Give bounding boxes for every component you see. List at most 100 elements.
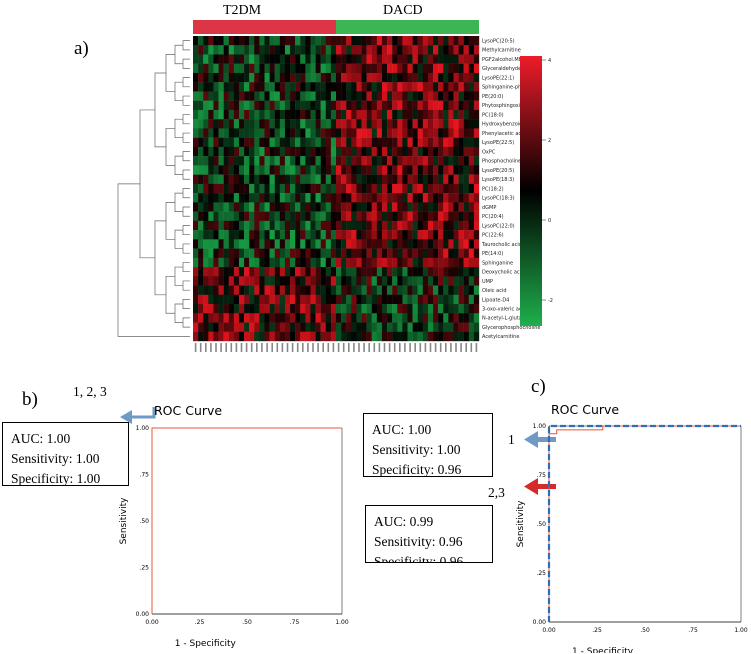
heatmap-cell — [351, 267, 357, 277]
heatmap-cell — [341, 165, 347, 175]
row-label: LysoPC(22:0) — [482, 223, 515, 229]
heatmap-cell — [259, 183, 265, 194]
heatmap-cell — [468, 72, 475, 83]
heatmap-cell — [351, 36, 357, 46]
heatmap-cell — [295, 211, 301, 222]
heatmap-cell — [203, 45, 209, 55]
heatmap-cell — [238, 91, 245, 101]
heatmap-cell — [218, 174, 224, 185]
heatmap-cell — [193, 100, 199, 111]
heatmap-cell — [341, 239, 347, 249]
heatmap-cell — [213, 211, 219, 222]
heatmap-cell — [254, 54, 260, 64]
heatmap-cell — [284, 276, 291, 286]
heatmap-cell — [295, 91, 301, 101]
heatmap-cell — [336, 183, 342, 194]
heatmap-cell — [264, 211, 270, 222]
heatmap-cell — [422, 220, 429, 231]
heatmap-cell — [366, 165, 372, 175]
heatmap-cell — [284, 36, 291, 46]
heatmap-cell — [341, 146, 347, 157]
heatmap-cell — [433, 230, 439, 240]
heatmap-cell — [448, 294, 454, 305]
heatmap-cell — [259, 202, 265, 212]
heatmap-cell — [453, 193, 459, 203]
heatmap-cell — [376, 119, 383, 129]
heatmap-cell — [336, 165, 342, 175]
heatmap-cell — [356, 109, 362, 120]
heatmap-cell — [392, 137, 398, 148]
heatmap-cell — [274, 304, 281, 314]
row-label: 3-oxo-valeric acid — [482, 307, 526, 313]
heatmap-cell — [473, 313, 480, 323]
heatmap-cell — [427, 82, 434, 92]
heatmap-cell — [417, 276, 424, 286]
heatmap-cell — [223, 294, 229, 305]
x-axis-title: 1 - Specificity — [572, 647, 634, 653]
heatmap-cell — [412, 193, 418, 203]
heatmap-cell — [290, 220, 296, 231]
colorbar-tick-label: -2 — [548, 298, 553, 304]
heatmap-cell — [473, 156, 480, 166]
heatmap-cell — [351, 63, 357, 74]
heatmap-cell — [330, 72, 337, 83]
y-tick-label: .25 — [139, 565, 149, 572]
heatmap-cell — [269, 165, 275, 175]
heatmap-cell — [397, 304, 403, 314]
heatmap-cell — [387, 36, 393, 46]
heatmap-cell — [310, 156, 316, 166]
heatmap-cell — [417, 285, 424, 295]
heatmap-cell — [300, 220, 306, 231]
heatmap-cell — [402, 267, 408, 277]
heatmap-cell — [458, 45, 464, 55]
heatmap-cell — [208, 54, 214, 64]
heatmap-cell — [300, 183, 306, 194]
heatmap-cell — [438, 100, 444, 111]
heatmap-cell — [448, 248, 454, 259]
heatmap-cell — [392, 36, 398, 46]
heatmap-cell — [320, 211, 326, 222]
heatmap-cell — [315, 119, 321, 129]
heatmap-cell — [295, 82, 301, 92]
heatmap-cell — [448, 304, 454, 314]
heatmap-cell — [284, 45, 291, 55]
heatmap-cell — [193, 156, 199, 166]
heatmap-cell — [208, 267, 214, 277]
heatmap-cell — [417, 82, 424, 92]
heatmap-cell — [213, 137, 219, 148]
heatmap-cell — [325, 183, 332, 194]
heatmap-cell — [453, 331, 459, 342]
heatmap-cell — [463, 313, 469, 323]
heatmap-cell — [346, 137, 352, 148]
heatmap-cell — [443, 100, 449, 111]
panel-c-metrics-box-1: AUC: 1.00 Sensitivity: 1.00 Specificity:… — [363, 413, 493, 477]
heatmap-cell — [259, 91, 265, 101]
heatmap-cell — [397, 322, 403, 332]
heatmap-cell — [402, 211, 408, 222]
heatmap-cell — [213, 82, 219, 92]
heatmap-cell — [381, 211, 388, 222]
heatmap-cell — [193, 63, 199, 74]
heatmap-cell — [448, 257, 454, 268]
heatmap-cell — [218, 304, 224, 314]
heatmap-cell — [330, 304, 337, 314]
heatmap-cell — [223, 248, 229, 259]
heatmap-cell — [223, 54, 229, 64]
heatmap-cell — [310, 230, 316, 240]
heatmap-cell — [351, 165, 357, 175]
heatmap-cell — [376, 183, 383, 194]
row-label: N-acetyl-L-glutamate — [482, 316, 535, 322]
heatmap-cell — [422, 119, 429, 129]
heatmap-cell — [264, 146, 270, 157]
heatmap-cell — [417, 230, 424, 240]
heatmap-cell — [381, 230, 388, 240]
heatmap-cell — [198, 239, 204, 249]
heatmap-cell — [279, 72, 286, 83]
heatmap-cell — [295, 100, 301, 111]
heatmap-cell — [438, 285, 444, 295]
heatmap-cell — [371, 211, 378, 222]
heatmap-cell — [218, 128, 224, 138]
heatmap-cell — [463, 193, 469, 203]
heatmap-cell — [387, 202, 393, 212]
heatmap-cell — [376, 100, 383, 111]
